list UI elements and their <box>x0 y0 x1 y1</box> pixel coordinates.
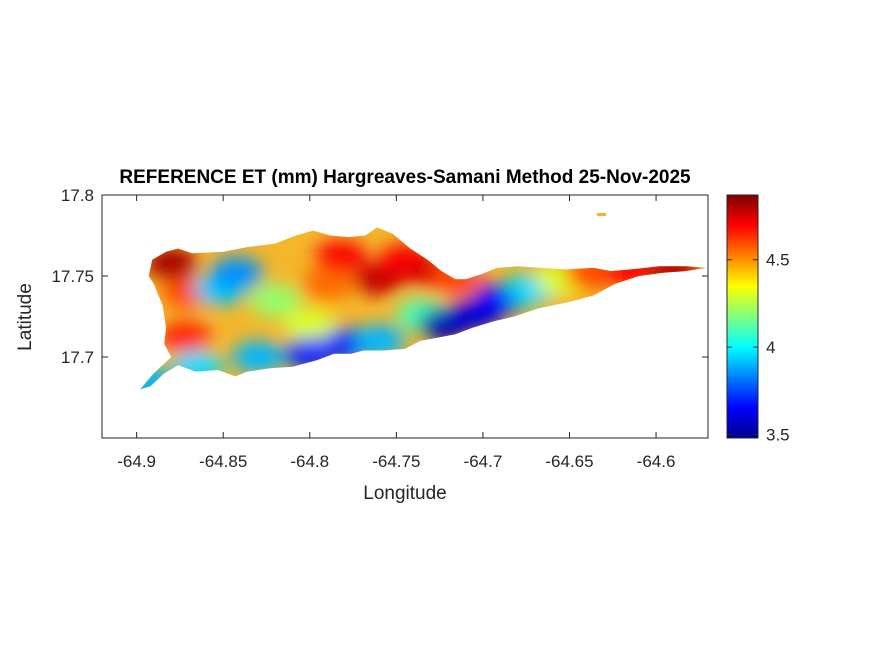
colorbar-tick-label: 4 <box>766 338 775 357</box>
y-axis-label: Latitude <box>15 283 36 351</box>
colorbar-tick-label: 4.5 <box>766 251 790 270</box>
x-tick-label: -64.7 <box>464 452 503 471</box>
x-tick-label: -64.9 <box>117 452 156 471</box>
y-tick-label: 17.75 <box>51 267 94 286</box>
x-tick-label: -64.8 <box>290 452 329 471</box>
et-sample-26 <box>353 324 406 357</box>
x-tick-label: -64.6 <box>637 452 676 471</box>
colorbar-tick-label: 3.5 <box>766 426 790 445</box>
et-sample-27 <box>140 366 175 390</box>
et-sample-6 <box>283 308 336 341</box>
et-sample-4 <box>211 256 264 289</box>
x-axis-ticks: -64.9 -64.85 -64.8 -64.75 -64.7 -64.65 -64.6 <box>117 195 675 471</box>
x-tick-label: -64.65 <box>545 452 593 471</box>
colorbar <box>726 194 759 439</box>
y-tick-label: 17.8 <box>61 186 94 205</box>
et-sample-2 <box>159 321 212 354</box>
y-tick-label: 17.7 <box>61 348 94 367</box>
et-sample-8 <box>314 240 367 273</box>
x-tick-label: -64.75 <box>372 452 420 471</box>
map-title: REFERENCE ET (mm) Hargreaves-Samani Meth… <box>119 167 691 188</box>
et-sample-5 <box>249 284 302 317</box>
x-tick-label: -64.85 <box>199 452 247 471</box>
colorbar-ticks: 3.5 4 4.5 <box>727 251 790 445</box>
islet-patch <box>597 213 606 216</box>
et-sample-23 <box>231 341 284 373</box>
y-axis-ticks: 17.7 17.75 17.8 <box>51 186 708 367</box>
x-axis-label: Longitude <box>363 483 446 504</box>
et-sample-7 <box>301 268 354 301</box>
